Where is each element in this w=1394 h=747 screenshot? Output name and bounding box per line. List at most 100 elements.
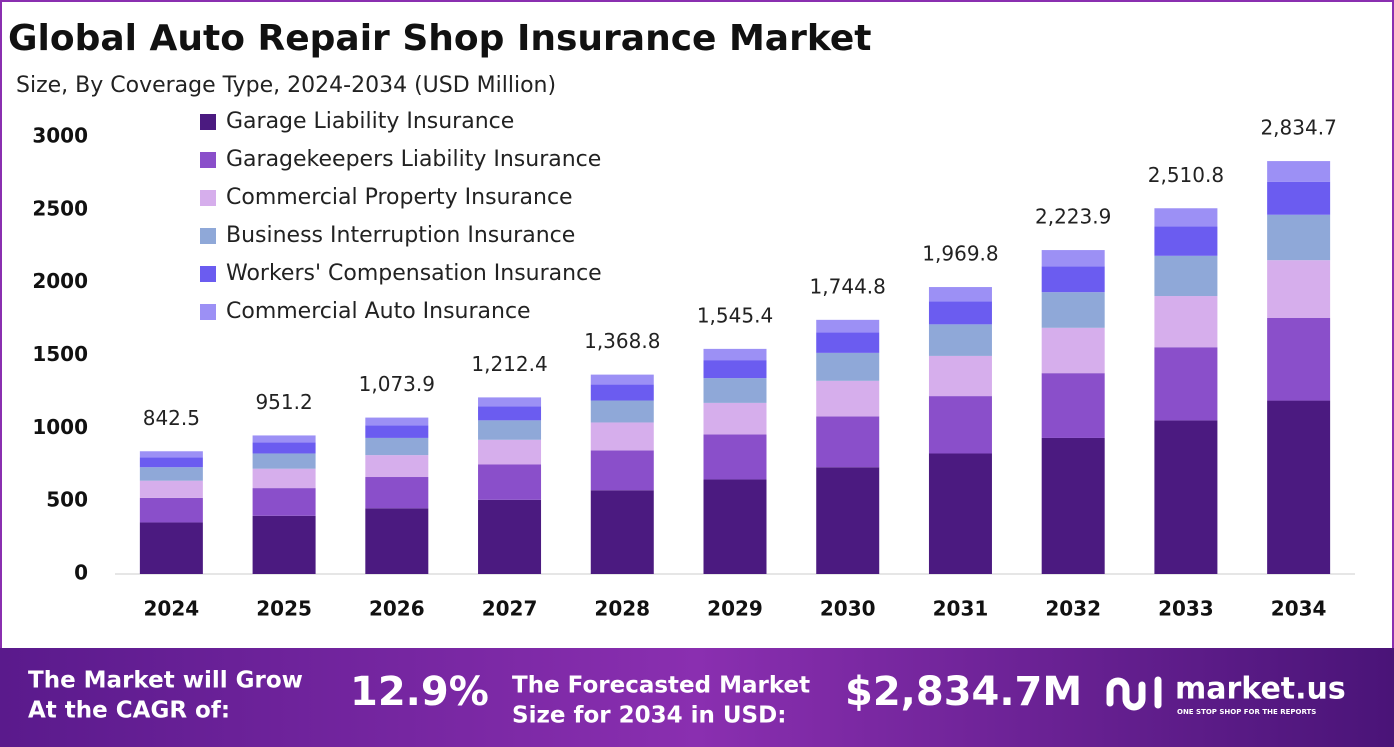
x-tick-label: 2030 bbox=[820, 597, 876, 621]
bar-segment bbox=[252, 435, 316, 443]
bar-segment bbox=[252, 515, 316, 574]
footer-text: Size for 2034 in USD: bbox=[512, 703, 786, 729]
x-tick-label: 2033 bbox=[1158, 597, 1214, 621]
tagline: ONE STOP SHOP FOR THE REPORTS bbox=[1177, 708, 1316, 716]
x-tick-label: 2024 bbox=[144, 597, 200, 621]
y-tick-label: 0 bbox=[74, 561, 88, 585]
x-tick-label: 2026 bbox=[369, 597, 425, 621]
bar-segment bbox=[928, 324, 992, 356]
footer-value: $2,834.7M bbox=[845, 669, 1082, 715]
total-label: 1,744.8 bbox=[810, 274, 886, 298]
footer-value: 12.9% bbox=[350, 669, 489, 715]
total-label: 951.2 bbox=[255, 390, 312, 414]
y-tick-label: 3000 bbox=[32, 124, 88, 148]
bar-segment bbox=[590, 422, 654, 451]
bar-segment bbox=[478, 499, 542, 574]
bar-segment bbox=[1041, 327, 1105, 374]
bar-segment bbox=[1267, 181, 1331, 215]
bar-segment bbox=[1041, 437, 1105, 574]
bar-segment bbox=[478, 406, 542, 421]
bar-segment bbox=[252, 453, 316, 469]
x-tick-label: 2032 bbox=[1045, 597, 1101, 621]
bar-segment bbox=[365, 477, 429, 509]
bar-segment bbox=[1154, 226, 1218, 256]
bar-segment bbox=[928, 355, 992, 397]
total-label: 1,545.4 bbox=[697, 303, 773, 327]
bar-segment bbox=[1041, 373, 1105, 438]
bar-segment bbox=[1154, 420, 1218, 574]
bar-segment bbox=[139, 467, 203, 481]
bar-segment bbox=[1267, 260, 1331, 318]
bar-segment bbox=[139, 457, 203, 468]
total-label: 842.5 bbox=[143, 406, 200, 430]
bar-segment bbox=[928, 453, 992, 574]
bar-segment bbox=[590, 374, 654, 385]
bar-segment bbox=[703, 434, 767, 480]
bar-segment bbox=[703, 402, 767, 435]
bar-segment bbox=[365, 437, 429, 456]
bar-segment bbox=[816, 380, 880, 417]
x-tick-label: 2029 bbox=[707, 597, 763, 621]
bar-segment bbox=[590, 384, 654, 401]
bar-segment bbox=[365, 508, 429, 574]
bar-segment bbox=[703, 479, 767, 574]
y-tick-label: 2000 bbox=[32, 269, 88, 293]
bar-segment bbox=[816, 319, 880, 333]
legend-label: Commercial Property Insurance bbox=[226, 185, 573, 210]
bar-segment bbox=[703, 378, 767, 403]
legend-swatch bbox=[200, 228, 216, 244]
bar-segment bbox=[928, 301, 992, 325]
bar-segment bbox=[478, 464, 542, 500]
bar-segment bbox=[703, 360, 767, 379]
x-tick-label: 2025 bbox=[256, 597, 312, 621]
brand: market.us bbox=[1175, 672, 1346, 707]
x-tick-label: 2031 bbox=[933, 597, 989, 621]
footer: The Market will Grow At the CAGR of: 12.… bbox=[28, 668, 1346, 729]
bar-segment bbox=[365, 425, 429, 438]
footer-text: The Market will Grow bbox=[28, 668, 303, 694]
x-tick-label: 2027 bbox=[482, 597, 538, 621]
y-tick-label: 500 bbox=[46, 488, 88, 512]
bar-segment bbox=[590, 400, 654, 423]
bar-segment bbox=[928, 287, 992, 302]
legend-swatch bbox=[200, 304, 216, 320]
total-label: 2,223.9 bbox=[1035, 205, 1111, 229]
x-tick-label: 2034 bbox=[1271, 597, 1327, 621]
bar-segment bbox=[139, 480, 203, 498]
legend-swatch bbox=[200, 266, 216, 282]
total-label: 1,368.8 bbox=[584, 329, 660, 353]
bar-segment bbox=[478, 420, 542, 440]
bar-segment bbox=[1267, 161, 1331, 182]
footer-band bbox=[0, 648, 1394, 747]
bar-segment bbox=[139, 497, 203, 523]
bar-segment bbox=[139, 451, 203, 458]
bar-segment bbox=[816, 416, 880, 468]
footer-text: At the CAGR of: bbox=[28, 698, 230, 724]
legend-label: Garage Liability Insurance bbox=[226, 109, 514, 134]
total-label: 2,834.7 bbox=[1260, 116, 1336, 140]
legend-label: Commercial Auto Insurance bbox=[226, 299, 531, 324]
total-label: 2,510.8 bbox=[1148, 163, 1224, 187]
bar-segment bbox=[1154, 296, 1218, 348]
bar-segment bbox=[252, 468, 316, 489]
bar-segment bbox=[1154, 347, 1218, 421]
bar-segment bbox=[139, 522, 203, 574]
bar-segment bbox=[1041, 250, 1105, 267]
bar-segment bbox=[1267, 400, 1331, 574]
legend-swatch bbox=[200, 114, 216, 130]
total-label: 1,212.4 bbox=[471, 352, 547, 376]
y-tick-label: 1500 bbox=[32, 342, 88, 366]
bar-segment bbox=[816, 352, 880, 381]
bar-segment bbox=[703, 348, 767, 361]
bar-segment bbox=[1267, 317, 1331, 401]
chart-title: Global Auto Repair Shop Insurance Market bbox=[8, 18, 871, 59]
legend-label: Workers' Compensation Insurance bbox=[226, 261, 602, 286]
bar-segment bbox=[1041, 266, 1105, 293]
bar-segment bbox=[1154, 208, 1218, 227]
bar-segment bbox=[1267, 214, 1331, 261]
bar-segment bbox=[478, 397, 542, 407]
bar-segment bbox=[816, 332, 880, 353]
total-label: 1,073.9 bbox=[359, 372, 435, 396]
